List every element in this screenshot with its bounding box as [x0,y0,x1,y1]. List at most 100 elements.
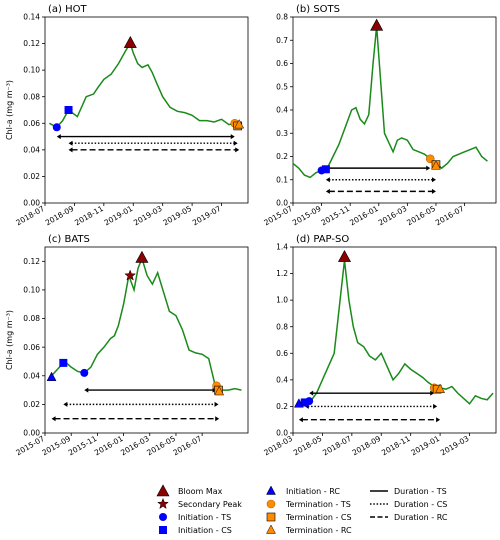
duration-cs-arrowhead-end [433,403,438,409]
plot-frame [292,16,497,204]
termination-rc-marker [214,385,225,396]
y-tick-label: 0.7 [276,36,288,45]
initiation-ts-marker [80,368,89,377]
duration-rc-arrowhead-end [215,416,220,422]
legend-label: Initiation - TS [178,513,231,522]
x-tick-label: 2015-11 [320,204,352,228]
legend-item: Termination - TS [266,499,351,509]
initiation-cs-marker [321,165,330,174]
y-tick-label: 0.5 [276,82,288,91]
y-tick-label: 0.08 [23,92,40,101]
legend-marker-swatch [159,513,167,521]
panel-1: (a) HOT 0.00 0.02 0.04 0.06 0.08 0.10 0.12 0.14 2… [5,4,249,228]
initiation-cs-marker [59,358,68,367]
y-tick-label: 0.06 [23,343,40,352]
initiation-cs-marker [64,106,73,114]
x-tick-label: 2019-01 [103,204,135,228]
duration-cs-arrowhead-start [68,140,73,146]
x-tick-label: 2016-07 [434,204,466,228]
duration-ts-arrowhead-start [56,134,61,140]
legend-marker-swatch [159,526,167,534]
legend-item: Initiation - TS [159,513,231,522]
x-tick-label: 2019-03 [439,434,471,458]
termination-rc-marker [431,160,441,170]
duration-rc-arrowhead-start [68,147,73,153]
x-tick-label: 2019-07 [191,204,223,228]
termination-rc-marker [234,119,245,129]
initiation-cs-marker [300,398,309,407]
legend-marker-swatch [266,512,276,522]
legend-item: Duration - CS [370,500,447,509]
x-tick-label: 2016-01 [348,204,380,228]
legend-label: Termination - CS [285,513,352,522]
y-tick-label: 0.4 [276,375,288,384]
x-tick-label: 2019-05 [161,204,193,228]
legend-item: Initiation - RC [266,485,340,496]
legend-item: Bloom Max [156,484,223,497]
x-tick-label: 2016-03 [119,434,151,458]
panel-title: (d) PAP-SO [296,234,349,245]
panel-title: (c) BATS [48,234,90,245]
y-tick-label: 0.02 [23,400,40,409]
x-tick-label: 2018-09 [351,434,383,458]
y-tick-label: 0.00 [23,429,40,438]
initiation-ts-marker [52,123,61,132]
y-tick-label: 0.2 [276,152,288,161]
y-tick-label: 0.12 [23,39,40,48]
chl-a-series-line [292,26,488,179]
y-tick-label: 1.2 [276,269,288,278]
panels: (a) HOT 0.00 0.02 0.04 0.06 0.08 0.10 0.12 0.14 2… [5,4,497,458]
x-tick-label: 2016-07 [172,434,204,458]
y-tick-label: 0.6 [276,59,288,68]
duration-rc-arrowhead-start [51,416,56,422]
y-tick-label: 0.2 [276,402,288,411]
legend-label: Initiation - CS [178,526,232,535]
y-tick-label: 0.10 [23,286,40,295]
y-tick-label: 0.00 [23,199,40,208]
secondary-peak-marker [124,269,137,281]
y-tick-label: 0.06 [23,119,40,128]
legend-label: Secondary Peak [178,500,242,509]
x-tick-label: 2016-03 [377,204,409,228]
legend-label: Duration - RC [394,513,448,522]
y-tick-label: 0.6 [276,349,288,358]
y-tick-label: 1.0 [276,296,288,305]
x-tick-label: 2016-05 [405,204,437,228]
duration-rc-arrowhead-end [235,147,240,153]
initiation-rc-marker [293,398,304,408]
legend-item: Initiation - CS [159,526,232,535]
x-tick-label: 2018-11 [73,204,105,228]
y-tick-label: 0.02 [23,172,40,181]
legend: Bloom Max Secondary Peak Initiation - TS In… [156,484,448,535]
legend-item: Termination - CS [266,512,352,522]
y-tick-label: 0.1 [276,175,288,184]
y-axis-label: Chl-a (mg m⁻³) [5,310,14,370]
x-tick-label: 2019-01 [409,434,441,458]
x-tick-label: 2016-01 [93,434,125,458]
duration-rc-arrowhead-end [431,188,436,194]
duration-ts-arrowhead-end [426,165,431,171]
y-tick-label: 0.12 [23,257,40,266]
duration-ts-arrowhead-end [430,390,435,396]
legend-marker-swatch [266,485,276,495]
legend-label: Duration - TS [394,487,447,496]
y-tick-label: 0.0 [276,199,288,208]
bloom-max-marker [370,18,384,31]
bloom-max-marker [337,250,351,262]
y-tick-label: 0.14 [23,13,40,22]
duration-ts-arrowhead-start [309,390,314,396]
x-tick-label: 2016-05 [145,434,177,458]
panel-title: (a) HOT [48,4,88,15]
y-tick-label: 0.08 [23,314,40,323]
initiation-rc-marker [46,371,57,381]
x-tick-label: 2019-03 [132,204,164,228]
bloom-max-marker [135,250,149,263]
plot-frame [44,246,249,434]
legend-label: Termination - RC [285,526,352,535]
panel-3: (c) BATS 0.00 0.02 0.04 0.06 0.08 0.10 0.12 2015… [5,234,249,458]
x-tick-label: 2018-05 [292,434,324,458]
legend-item: Duration - TS [370,487,447,496]
duration-cs-arrowhead-end [214,401,219,407]
duration-ts-arrowhead-end [230,134,235,140]
y-tick-label: 0.8 [276,13,288,22]
